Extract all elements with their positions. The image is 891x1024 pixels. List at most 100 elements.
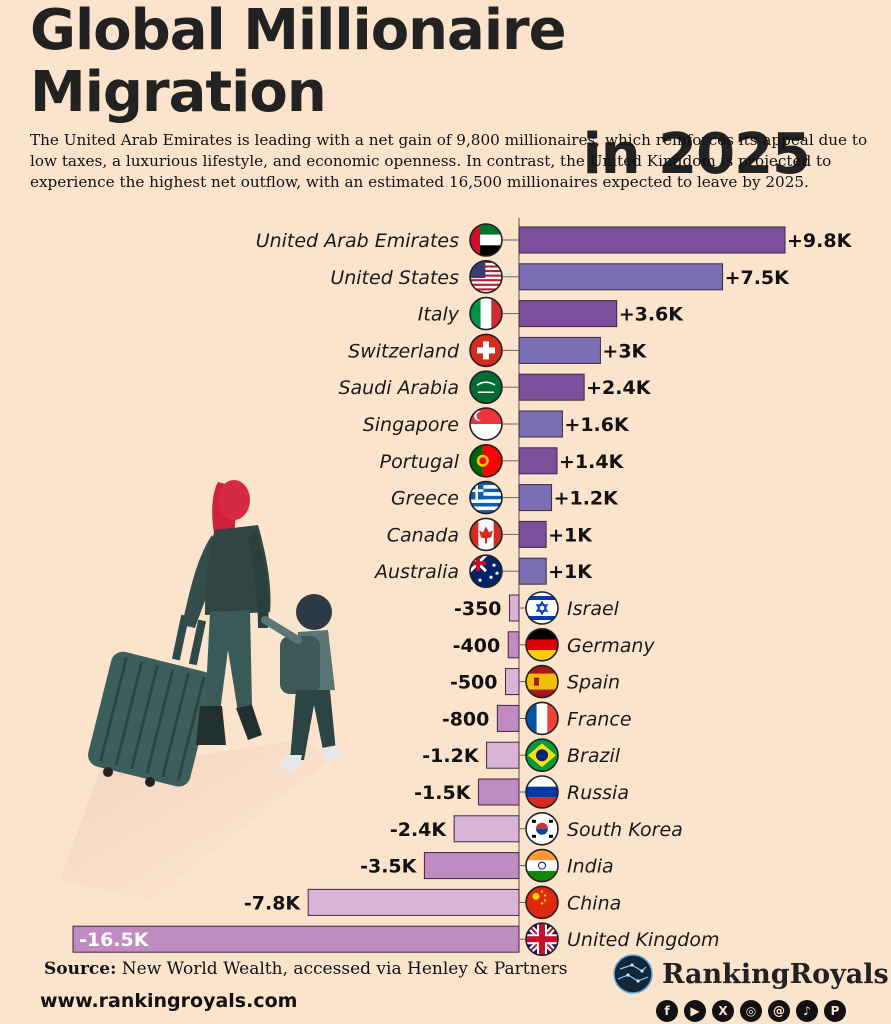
value-label-united-arab-emirates: +9.8K bbox=[787, 230, 853, 252]
value-label-australia: +1K bbox=[548, 561, 593, 583]
canada-flag-icon bbox=[469, 517, 503, 552]
title-line-2: in 2025 bbox=[582, 122, 811, 187]
bar-portugal bbox=[518, 447, 558, 475]
category-label-portugal: Portugal bbox=[380, 451, 460, 473]
category-label-france: France bbox=[567, 708, 632, 730]
bar-india bbox=[423, 852, 520, 880]
bar-italy bbox=[518, 300, 618, 328]
australia-flag-icon bbox=[469, 554, 503, 589]
social-icons: f ▶ X ◎ @ ♪ P bbox=[656, 1000, 846, 1022]
brand-name: RankingRoyals bbox=[662, 958, 889, 990]
website-link[interactable]: www.rankingroyals.com bbox=[40, 990, 298, 1012]
category-label-australia: Australia bbox=[373, 561, 459, 583]
value-label-portugal: +1.4K bbox=[559, 451, 625, 473]
category-label-germany: Germany bbox=[567, 635, 655, 657]
value-label-china: -7.8K bbox=[244, 892, 302, 914]
value-label-spain: -500 bbox=[450, 672, 498, 694]
bar-united-states bbox=[518, 263, 724, 291]
switzerland-flag-icon bbox=[469, 333, 503, 368]
bar-singapore bbox=[518, 410, 563, 438]
bar-australia bbox=[518, 557, 547, 585]
saudi-arabia-flag-icon bbox=[469, 370, 503, 405]
source-label: Source: bbox=[44, 959, 117, 979]
singapore-flag-icon bbox=[469, 407, 503, 441]
value-label-saudi-arabia: +2.4K bbox=[586, 377, 652, 399]
value-label-singapore: +1.6K bbox=[564, 414, 630, 436]
russia-flag-icon bbox=[525, 775, 559, 809]
value-label-greece: +1.2K bbox=[554, 488, 620, 510]
tiktok-icon[interactable]: ♪ bbox=[796, 1000, 818, 1022]
category-label-canada: Canada bbox=[387, 524, 459, 546]
source-note: Source: New World Wealth, accessed via H… bbox=[44, 959, 568, 979]
page-subtitle: The United Arab Emirates is leading with… bbox=[30, 131, 868, 191]
brazil-flag-icon bbox=[525, 738, 559, 773]
bar-saudi-arabia bbox=[518, 373, 585, 401]
italy-flag-icon bbox=[469, 296, 503, 331]
value-label-switzerland: +3K bbox=[602, 340, 647, 362]
page-title: Global Millionaire Migration in 2025 bbox=[30, 0, 840, 186]
bar-south-korea bbox=[453, 815, 520, 843]
value-label-italy: +3.6K bbox=[619, 304, 685, 326]
threads-icon[interactable]: @ bbox=[768, 1000, 790, 1022]
value-label-brazil: -1.2K bbox=[422, 745, 480, 767]
category-label-united-kingdom: United Kingdom bbox=[567, 929, 720, 951]
instagram-icon[interactable]: ◎ bbox=[740, 1000, 762, 1022]
globe-icon bbox=[613, 954, 653, 994]
bar-france bbox=[496, 704, 520, 732]
value-label-israel: -350 bbox=[454, 598, 502, 620]
bar-greece bbox=[518, 484, 553, 512]
bar-spain bbox=[504, 668, 520, 696]
bar-russia bbox=[477, 778, 520, 806]
france-flag-icon bbox=[525, 701, 559, 736]
value-label-germany: -400 bbox=[453, 635, 501, 657]
category-label-greece: Greece bbox=[391, 488, 459, 510]
uae-flag-icon bbox=[469, 223, 503, 257]
value-label-united-kingdom: -16.5K bbox=[79, 929, 150, 951]
bar-canada bbox=[518, 520, 547, 548]
category-label-russia: Russia bbox=[567, 782, 629, 804]
china-flag-icon bbox=[525, 885, 559, 920]
usa-flag-icon bbox=[469, 259, 503, 294]
israel-flag-icon bbox=[525, 591, 559, 625]
portugal-flag-icon bbox=[469, 443, 503, 478]
category-label-spain: Spain bbox=[567, 672, 620, 694]
india-flag-icon bbox=[525, 848, 559, 883]
category-label-china: China bbox=[567, 892, 621, 914]
category-label-south-korea: South Korea bbox=[567, 819, 683, 841]
bar-israel bbox=[509, 594, 520, 622]
south-korea-flag-icon bbox=[525, 811, 559, 846]
category-label-italy: Italy bbox=[418, 304, 460, 326]
source-text: New World Wealth, accessed via Henley & … bbox=[116, 959, 568, 979]
uk-flag-icon bbox=[525, 922, 559, 957]
youtube-icon[interactable]: ▶ bbox=[684, 1000, 706, 1022]
bar-switzerland bbox=[518, 336, 601, 364]
bar-united-arab-emirates bbox=[518, 226, 786, 254]
title-line-1: Global Millionaire Migration bbox=[30, 0, 567, 125]
value-label-canada: +1K bbox=[548, 524, 593, 546]
brand-logo: RankingRoyals bbox=[612, 952, 889, 996]
greece-flag-icon bbox=[469, 480, 503, 515]
bar-united-kingdom bbox=[72, 925, 520, 953]
spain-flag-icon bbox=[525, 664, 559, 699]
category-label-israel: Israel bbox=[567, 598, 620, 620]
germany-flag-icon bbox=[525, 627, 559, 662]
bar-china bbox=[307, 888, 520, 916]
value-label-france: -800 bbox=[442, 708, 490, 730]
bar-brazil bbox=[486, 741, 520, 769]
value-label-south-korea: -2.4K bbox=[390, 819, 448, 841]
bar-germany bbox=[507, 631, 520, 659]
category-label-brazil: Brazil bbox=[567, 745, 621, 767]
category-label-saudi-arabia: Saudi Arabia bbox=[338, 377, 459, 399]
pinterest-icon[interactable]: P bbox=[824, 1000, 846, 1022]
value-label-united-states: +7.5K bbox=[725, 267, 791, 289]
category-label-united-arab-emirates: United Arab Emirates bbox=[256, 230, 459, 252]
facebook-icon[interactable]: f bbox=[656, 1000, 678, 1022]
x-icon[interactable]: X bbox=[712, 1000, 734, 1022]
category-label-switzerland: Switzerland bbox=[348, 340, 460, 362]
value-label-india: -3.5K bbox=[360, 856, 418, 878]
category-label-singapore: Singapore bbox=[363, 414, 459, 436]
category-label-india: India bbox=[567, 856, 614, 878]
value-label-russia: -1.5K bbox=[414, 782, 472, 804]
category-label-united-states: United States bbox=[330, 267, 459, 289]
